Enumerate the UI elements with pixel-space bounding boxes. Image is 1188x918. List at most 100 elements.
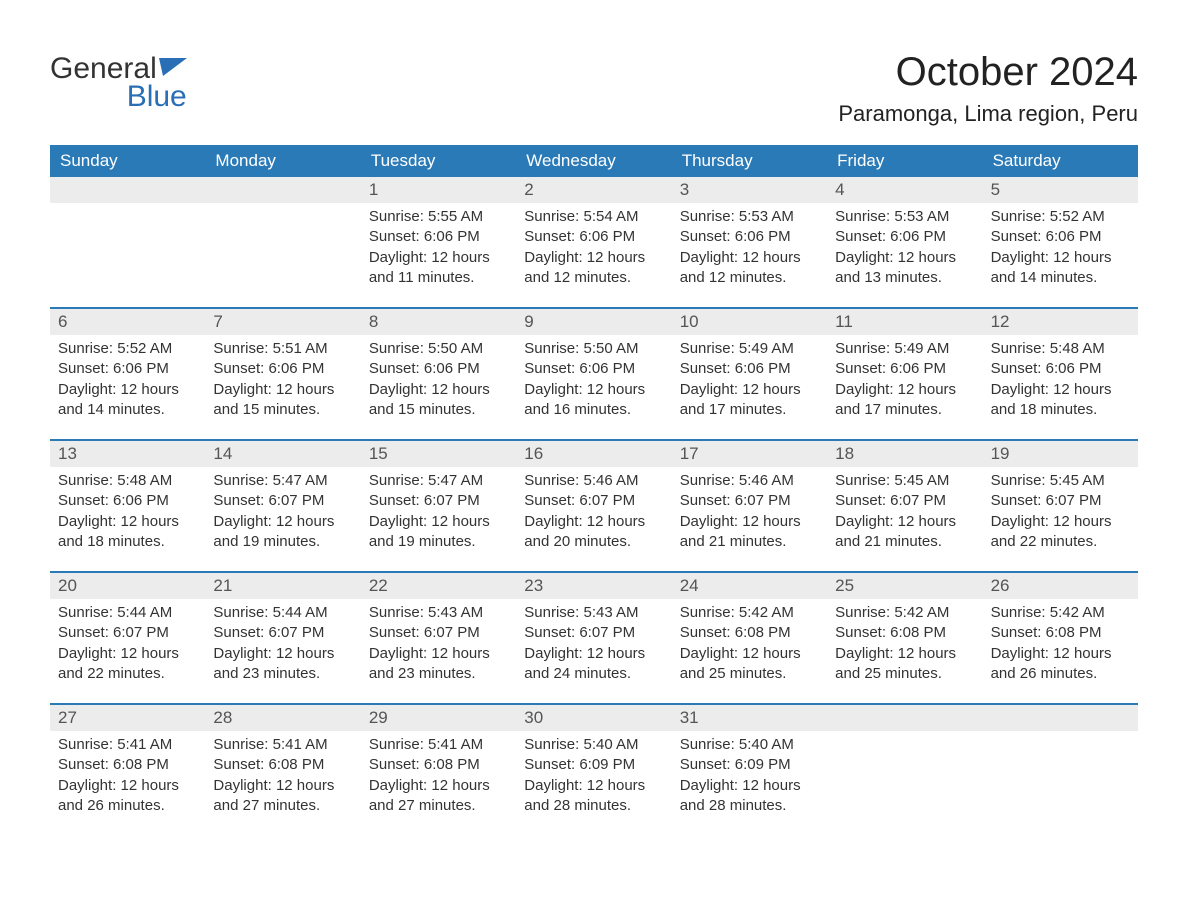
sunrise-line: Sunrise: 5:41 AM <box>369 735 508 755</box>
weeks-container: 1Sunrise: 5:55 AMSunset: 6:06 PMDaylight… <box>50 177 1138 835</box>
sunset-line: Sunset: 6:08 PM <box>991 623 1130 643</box>
sunset-line: Sunset: 6:07 PM <box>991 491 1130 511</box>
calendar-cell: 23Sunrise: 5:43 AMSunset: 6:07 PMDayligh… <box>516 573 671 703</box>
cell-body: Sunrise: 5:53 AMSunset: 6:06 PMDaylight:… <box>827 203 982 288</box>
calendar-cell: 13Sunrise: 5:48 AMSunset: 6:06 PMDayligh… <box>50 441 205 571</box>
cell-body: Sunrise: 5:52 AMSunset: 6:06 PMDaylight:… <box>50 335 205 420</box>
sunset-line: Sunset: 6:06 PM <box>835 227 974 247</box>
calendar-cell <box>983 705 1138 835</box>
cell-body: Sunrise: 5:41 AMSunset: 6:08 PMDaylight:… <box>205 731 360 816</box>
sunrise-line: Sunrise: 5:41 AM <box>213 735 352 755</box>
calendar-cell: 11Sunrise: 5:49 AMSunset: 6:06 PMDayligh… <box>827 309 982 439</box>
sunrise-line: Sunrise: 5:43 AM <box>369 603 508 623</box>
sunrise-line: Sunrise: 5:40 AM <box>680 735 819 755</box>
day-number: 8 <box>361 309 516 335</box>
sunrise-line: Sunrise: 5:46 AM <box>524 471 663 491</box>
day-number: 17 <box>672 441 827 467</box>
daylight-line: Daylight: 12 hours and 28 minutes. <box>524 776 663 817</box>
calendar-cell: 21Sunrise: 5:44 AMSunset: 6:07 PMDayligh… <box>205 573 360 703</box>
cell-body: Sunrise: 5:42 AMSunset: 6:08 PMDaylight:… <box>672 599 827 684</box>
logo: General Blue <box>50 50 187 112</box>
calendar-cell: 25Sunrise: 5:42 AMSunset: 6:08 PMDayligh… <box>827 573 982 703</box>
day-number: 4 <box>827 177 982 203</box>
cell-body: Sunrise: 5:41 AMSunset: 6:08 PMDaylight:… <box>50 731 205 816</box>
daylight-line: Daylight: 12 hours and 20 minutes. <box>524 512 663 553</box>
calendar-cell: 12Sunrise: 5:48 AMSunset: 6:06 PMDayligh… <box>983 309 1138 439</box>
month-title: October 2024 <box>838 50 1138 95</box>
cell-body: Sunrise: 5:44 AMSunset: 6:07 PMDaylight:… <box>205 599 360 684</box>
daylight-line: Daylight: 12 hours and 24 minutes. <box>524 644 663 685</box>
sunrise-line: Sunrise: 5:43 AM <box>524 603 663 623</box>
calendar-cell: 30Sunrise: 5:40 AMSunset: 6:09 PMDayligh… <box>516 705 671 835</box>
calendar-cell: 5Sunrise: 5:52 AMSunset: 6:06 PMDaylight… <box>983 177 1138 307</box>
calendar-cell: 6Sunrise: 5:52 AMSunset: 6:06 PMDaylight… <box>50 309 205 439</box>
cell-body: Sunrise: 5:46 AMSunset: 6:07 PMDaylight:… <box>672 467 827 552</box>
day-number: 15 <box>361 441 516 467</box>
sunset-line: Sunset: 6:06 PM <box>58 491 197 511</box>
sunset-line: Sunset: 6:07 PM <box>213 491 352 511</box>
calendar-cell <box>827 705 982 835</box>
cell-body: Sunrise: 5:53 AMSunset: 6:06 PMDaylight:… <box>672 203 827 288</box>
sunset-line: Sunset: 6:07 PM <box>213 623 352 643</box>
day-number: 29 <box>361 705 516 731</box>
day-number: 24 <box>672 573 827 599</box>
day-number: 28 <box>205 705 360 731</box>
day-number: 12 <box>983 309 1138 335</box>
daylight-line: Daylight: 12 hours and 13 minutes. <box>835 248 974 289</box>
daylight-line: Daylight: 12 hours and 25 minutes. <box>680 644 819 685</box>
weekday-header: Saturday <box>983 145 1138 177</box>
daylight-line: Daylight: 12 hours and 18 minutes. <box>58 512 197 553</box>
day-number: 7 <box>205 309 360 335</box>
sunrise-line: Sunrise: 5:48 AM <box>991 339 1130 359</box>
cell-body: Sunrise: 5:45 AMSunset: 6:07 PMDaylight:… <box>983 467 1138 552</box>
daylight-line: Daylight: 12 hours and 22 minutes. <box>991 512 1130 553</box>
calendar-week: 27Sunrise: 5:41 AMSunset: 6:08 PMDayligh… <box>50 703 1138 835</box>
calendar-cell: 31Sunrise: 5:40 AMSunset: 6:09 PMDayligh… <box>672 705 827 835</box>
cell-body: Sunrise: 5:45 AMSunset: 6:07 PMDaylight:… <box>827 467 982 552</box>
sunset-line: Sunset: 6:06 PM <box>680 359 819 379</box>
sunset-line: Sunset: 6:07 PM <box>524 623 663 643</box>
cell-body: Sunrise: 5:41 AMSunset: 6:08 PMDaylight:… <box>361 731 516 816</box>
cell-body <box>827 731 982 735</box>
sunset-line: Sunset: 6:07 PM <box>58 623 197 643</box>
cell-body <box>983 731 1138 735</box>
sunrise-line: Sunrise: 5:49 AM <box>835 339 974 359</box>
daylight-line: Daylight: 12 hours and 23 minutes. <box>213 644 352 685</box>
calendar-week: 20Sunrise: 5:44 AMSunset: 6:07 PMDayligh… <box>50 571 1138 703</box>
daylight-line: Daylight: 12 hours and 23 minutes. <box>369 644 508 685</box>
sunset-line: Sunset: 6:07 PM <box>524 491 663 511</box>
sunset-line: Sunset: 6:06 PM <box>991 227 1130 247</box>
sunset-line: Sunset: 6:08 PM <box>369 755 508 775</box>
cell-body: Sunrise: 5:46 AMSunset: 6:07 PMDaylight:… <box>516 467 671 552</box>
calendar-week: 13Sunrise: 5:48 AMSunset: 6:06 PMDayligh… <box>50 439 1138 571</box>
calendar-week: 1Sunrise: 5:55 AMSunset: 6:06 PMDaylight… <box>50 177 1138 307</box>
sunrise-line: Sunrise: 5:45 AM <box>991 471 1130 491</box>
daylight-line: Daylight: 12 hours and 11 minutes. <box>369 248 508 289</box>
day-number: 11 <box>827 309 982 335</box>
day-number: 13 <box>50 441 205 467</box>
day-number: 22 <box>361 573 516 599</box>
day-number: 27 <box>50 705 205 731</box>
cell-body: Sunrise: 5:54 AMSunset: 6:06 PMDaylight:… <box>516 203 671 288</box>
sunrise-line: Sunrise: 5:46 AM <box>680 471 819 491</box>
page-header: General Blue October 2024 Paramonga, Lim… <box>50 50 1138 127</box>
cell-body: Sunrise: 5:49 AMSunset: 6:06 PMDaylight:… <box>827 335 982 420</box>
cell-body: Sunrise: 5:40 AMSunset: 6:09 PMDaylight:… <box>672 731 827 816</box>
logo-text: General Blue <box>50 50 187 112</box>
day-number: 16 <box>516 441 671 467</box>
weekday-header: Friday <box>827 145 982 177</box>
cell-body: Sunrise: 5:42 AMSunset: 6:08 PMDaylight:… <box>983 599 1138 684</box>
calendar-cell <box>50 177 205 307</box>
cell-body <box>50 203 205 207</box>
sunrise-line: Sunrise: 5:54 AM <box>524 207 663 227</box>
cell-body: Sunrise: 5:40 AMSunset: 6:09 PMDaylight:… <box>516 731 671 816</box>
day-number: 14 <box>205 441 360 467</box>
day-number: 26 <box>983 573 1138 599</box>
day-number: 21 <box>205 573 360 599</box>
sunrise-line: Sunrise: 5:42 AM <box>835 603 974 623</box>
title-block: October 2024 Paramonga, Lima region, Per… <box>838 50 1138 127</box>
sunrise-line: Sunrise: 5:53 AM <box>680 207 819 227</box>
sunset-line: Sunset: 6:06 PM <box>58 359 197 379</box>
sunrise-line: Sunrise: 5:52 AM <box>58 339 197 359</box>
calendar-cell: 2Sunrise: 5:54 AMSunset: 6:06 PMDaylight… <box>516 177 671 307</box>
